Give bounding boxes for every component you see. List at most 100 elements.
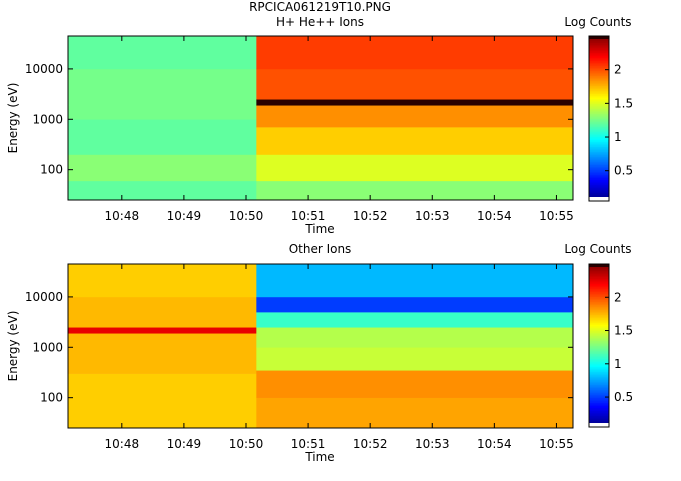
colorbar-swatch [589, 153, 609, 156]
colorbar-swatch [589, 102, 609, 105]
colorbar-swatch [589, 324, 609, 327]
colorbar-swatch [589, 327, 609, 330]
x-axis-label: Time [304, 222, 334, 236]
colorbar-swatch [589, 146, 609, 149]
colorbar-swatch [589, 118, 609, 121]
colorbar-swatch [589, 97, 609, 100]
colorbar-swatch [589, 128, 609, 131]
colorbar-swatch [589, 149, 609, 152]
colorbar-swatch [589, 298, 609, 301]
colorbar-swatch [589, 156, 609, 159]
heatmap-cell-2-4 [256, 105, 574, 128]
colorbar-label: Log Counts [564, 15, 631, 29]
heatmap-cell-2-1 [256, 397, 574, 429]
colorbar-swatch [589, 296, 609, 299]
colorbar-tick-label: 0.5 [614, 390, 633, 404]
heatmap-cell-1-1 [68, 373, 257, 429]
colorbar-swatch [589, 126, 609, 129]
heatmap-cell-1-4 [68, 68, 257, 120]
colorbar-swatch [589, 332, 609, 335]
heatmap-cells [68, 264, 574, 429]
colorbar-swatch [589, 103, 609, 106]
colorbar-swatch [589, 294, 609, 297]
x-tick-label: 10:52 [353, 209, 388, 223]
y-tick-label: 10000 [25, 62, 63, 76]
x-tick-label: 10:48 [105, 437, 140, 451]
x-axis-label: Time [304, 450, 334, 464]
heatmap-cell-2-2 [256, 154, 574, 182]
x-tick-label: 10:48 [105, 209, 140, 223]
colorbar-swatch [589, 286, 609, 289]
heatmap-cell-1-5 [68, 264, 257, 298]
heatmap-cell-2-6 [256, 68, 574, 100]
colorbar-swatch [589, 321, 609, 324]
y-tick-label: 100 [40, 163, 63, 177]
colorbar-swatch [589, 293, 609, 296]
colorbar-swatch [589, 352, 609, 355]
colorbar-swatch [589, 304, 609, 307]
x-tick-label: 10:53 [415, 209, 450, 223]
colorbar-swatch [589, 338, 609, 342]
x-tick-label: 10:49 [167, 209, 202, 223]
colorbar-swatch [589, 267, 609, 270]
colorbar-swatch [589, 83, 609, 86]
colorbar-swatch [589, 67, 609, 70]
spectrogram-panel-1: 100 1000 10000 10:48 10:49 10:50 10:51 10:52 10:… [6, 15, 633, 236]
colorbar-swatch [589, 309, 609, 312]
colorbar-swatch [589, 77, 609, 80]
colorbar-swatch [589, 347, 609, 350]
colorbar-swatch [589, 139, 609, 142]
colorbar-swatch [589, 409, 609, 412]
colorbar-swatch [589, 110, 609, 113]
colorbar-swatch [589, 283, 609, 286]
colorbar-swatch [589, 394, 609, 397]
colorbar-swatch [589, 125, 609, 128]
colorbar-swatch [589, 85, 609, 88]
colorbar-swatch [589, 148, 609, 151]
colorbar-swatch [589, 306, 609, 309]
colorbar-frame [588, 263, 610, 428]
colorbar-swatch [589, 171, 609, 174]
colorbar-swatch [589, 329, 609, 332]
heatmap-cell-1-3 [68, 119, 257, 155]
colorbar-swatch [589, 273, 609, 276]
x-tick-label: 10:52 [353, 437, 388, 451]
colorbar-swatch [589, 172, 609, 175]
colorbar-swatch [589, 65, 609, 68]
colorbar-swatch [589, 355, 609, 358]
x-tick-label: 10:53 [415, 437, 450, 451]
colorbar-swatch [589, 108, 609, 111]
colorbar-swatch [589, 144, 609, 147]
colorbar-swatch [589, 116, 609, 119]
colorbar-swatch [589, 290, 609, 293]
colorbar-swatch [589, 400, 609, 403]
heatmap-cell-2-6 [256, 296, 574, 313]
heatmap-cell-1-4 [68, 296, 257, 328]
colorbar-swatch [589, 301, 609, 304]
colorbar-swatch [589, 268, 609, 271]
colorbar-swatch [589, 420, 609, 423]
colorbar-swatch [589, 39, 609, 42]
colorbar-swatch [589, 417, 609, 420]
y-tick-label: 100 [40, 391, 63, 405]
colorbar-swatch [589, 387, 609, 390]
colorbar-swatch [589, 177, 609, 180]
colorbar-swatch [589, 143, 609, 146]
colorbar-swatch [589, 36, 609, 39]
colorbar-swatch [589, 164, 609, 167]
colorbar-swatch [589, 334, 609, 337]
colorbar-swatch [589, 280, 609, 283]
colorbar-swatch [589, 350, 609, 353]
colorbar-swatch [589, 311, 609, 314]
colorbar-swatch [589, 308, 609, 311]
colorbar-swatch [589, 322, 609, 325]
colorbar-swatch [589, 288, 609, 291]
colorbar-swatch [589, 106, 609, 109]
x-tick-label: 10:51 [291, 437, 326, 451]
colorbar-swatch [589, 197, 609, 201]
colorbar-swatch [589, 379, 609, 382]
colorbar-swatch [589, 335, 609, 338]
colorbar-swatch [589, 413, 609, 416]
colorbar-swatch [589, 358, 609, 361]
colorbar-swatch [589, 78, 609, 81]
